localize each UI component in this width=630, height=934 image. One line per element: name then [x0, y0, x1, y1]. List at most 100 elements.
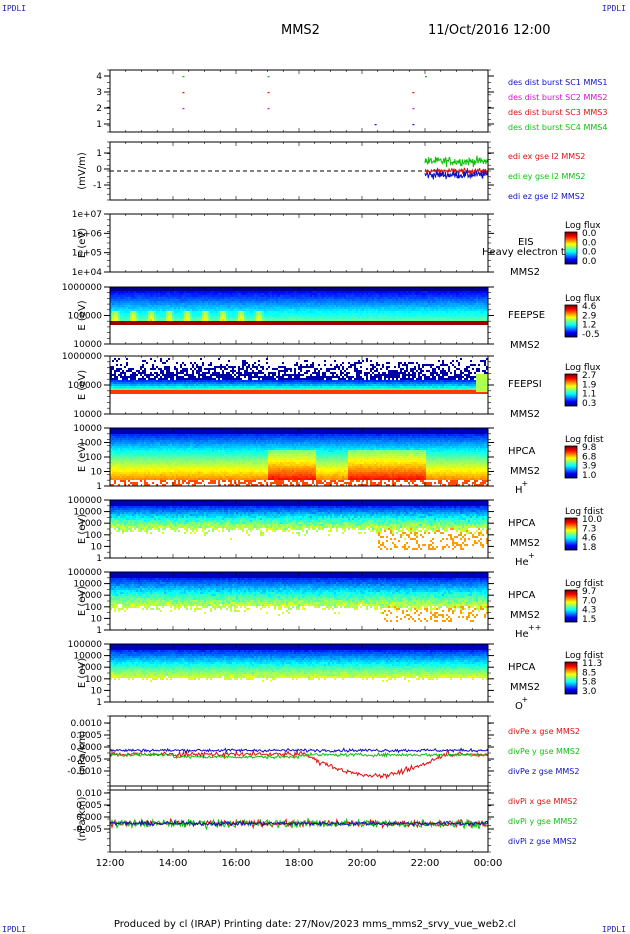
legend-entry: des dist burst SC2 MMS2 [508, 93, 607, 102]
y-axis-label: E (eV) [77, 442, 88, 472]
x-tick-label: 14:00 [159, 858, 188, 869]
instrument-label: EIS [518, 237, 534, 248]
colorbar-title: Log flux [565, 221, 601, 231]
colorbar-hpca_o [564, 661, 578, 695]
y-axis-label: E (eV) [77, 514, 88, 544]
colorbar-tick-label: 11.3 [582, 659, 602, 669]
y-axis-label: E (eV) [77, 658, 88, 688]
legend-entry: divPe y gse MMS2 [508, 747, 580, 756]
y-tick-label: 10 [91, 542, 103, 552]
legend-entry: edi ex gse l2 MMS2 [508, 152, 585, 161]
legend-entry: edi ey gse l2 MMS2 [508, 172, 586, 181]
y-tick-label: 100 [85, 675, 102, 685]
series-2 [110, 819, 488, 828]
burst-mark [412, 92, 415, 94]
y-tick-label: 100000 [68, 381, 103, 391]
panel-feeps_i-data [110, 358, 488, 394]
colorbar-eis [564, 231, 578, 265]
y-tick-label: 10000 [73, 580, 102, 590]
y-axis-label: E (eV) [77, 228, 88, 258]
y-tick-label: 1 [96, 698, 102, 708]
burst-mark [425, 76, 427, 78]
legend-entry: divPi x gse MMS2 [508, 797, 577, 806]
colorbar-title: Log flux [565, 363, 601, 373]
colorbar-tick-label: 7.3 [582, 524, 596, 534]
panel-burst [104, 69, 494, 133]
instrument-label: HPCA [508, 662, 536, 673]
y-tick-label: 0.010 [76, 789, 102, 799]
y-axis-label: (nPa/km) [77, 797, 88, 842]
y-tick-label: 10 [91, 468, 103, 478]
panel-burst-data [182, 76, 427, 126]
colorbar-tick-label: 1.2 [582, 321, 596, 331]
panel-divpi-data [110, 817, 488, 831]
y-tick-label: 0.0010 [71, 719, 103, 729]
colorbar-feeps_i [564, 373, 578, 407]
y-tick-label: 10 [91, 686, 103, 696]
burst-mark [267, 92, 270, 94]
species-charge: + [522, 695, 529, 704]
corner-label-bottom-left: IPDLI [2, 925, 26, 934]
colorbar-tick-label: 1.5 [582, 615, 596, 625]
colorbar-tick-label: 3.9 [582, 462, 597, 472]
colorbar-frame [564, 661, 578, 695]
colorbar-tick-label: 6.8 [582, 452, 597, 462]
colorbar-hpca_he2 [564, 589, 578, 623]
colorbar-tick-label: 1.1 [582, 390, 596, 400]
colorbar-tick-label: 1.9 [582, 380, 597, 390]
y-tick-label: 2 [96, 104, 102, 114]
y-tick-label: 10 [91, 614, 103, 624]
colorbar-tick-label: 0.3 [582, 399, 596, 409]
panel-hpca_h [104, 427, 494, 487]
y-axis-label: E (eV) [77, 586, 88, 616]
spacecraft-label: MMS2 [510, 538, 540, 549]
y-tick-label: 10000 [73, 340, 102, 350]
y-tick-label: 4 [96, 72, 102, 82]
x-tick-label: 16:00 [222, 858, 251, 869]
y-tick-label: 1000 [79, 663, 102, 673]
corner-label-top-left: IPDLI [2, 4, 26, 13]
spacecraft-label: MMS2 [510, 610, 540, 621]
colorbar-tick-label: 1.8 [582, 543, 597, 553]
colorbar-hpca_he1 [564, 517, 578, 551]
colorbar-tick-label: 2.9 [582, 311, 597, 321]
corner-label-top-right: IPDLI [602, 4, 626, 13]
instrument-label: FEEPSE [508, 310, 545, 321]
spacecraft-label: MMS2 [510, 267, 540, 278]
colorbar-tick-label: -0.5 [582, 330, 600, 340]
legend-entry: divPi y gse MMS2 [508, 817, 577, 826]
burst-mark [412, 108, 415, 110]
y-tick-label: 10000 [73, 424, 102, 434]
burst-mark [182, 76, 185, 78]
colorbar-tick-label: 1.0 [582, 471, 597, 481]
y-axis-label: (nPa/km) [77, 731, 88, 776]
panel-feeps_i [104, 355, 494, 415]
colorbar-tick-label: 8.5 [582, 668, 596, 678]
panel-eis [104, 213, 494, 273]
y-tick-label: 1000000 [62, 352, 102, 362]
y-tick-label: -0.005 [73, 825, 102, 835]
species-label: He [515, 557, 529, 568]
species-charge: + [528, 551, 535, 560]
colorbar-tick-label: 2.7 [582, 371, 596, 381]
x-tick-label: 12:00 [96, 858, 125, 869]
y-tick-label: 1e+05 [72, 249, 102, 259]
species-charge: ++ [528, 623, 541, 632]
panel-divpe-data [110, 747, 488, 780]
series-2 [424, 170, 488, 180]
y-tick-label: 100 [85, 603, 102, 613]
spacecraft-label: MMS2 [510, 409, 540, 420]
page-title: MMS2 [281, 23, 320, 38]
panel-feeps_e-data [110, 287, 488, 325]
species-charge: + [522, 479, 529, 488]
corner-label-bottom-right: IPDLI [602, 925, 626, 934]
spacecraft-label: MMS2 [510, 682, 540, 693]
colorbar-frame [564, 373, 578, 407]
panel-feeps_e [104, 286, 494, 345]
colorbar-tick-label: 0.0 [582, 257, 597, 267]
panel-frame [109, 715, 489, 791]
colorbar-frame [564, 517, 578, 551]
series-0 [110, 749, 488, 780]
y-tick-label: 100 [85, 453, 102, 463]
